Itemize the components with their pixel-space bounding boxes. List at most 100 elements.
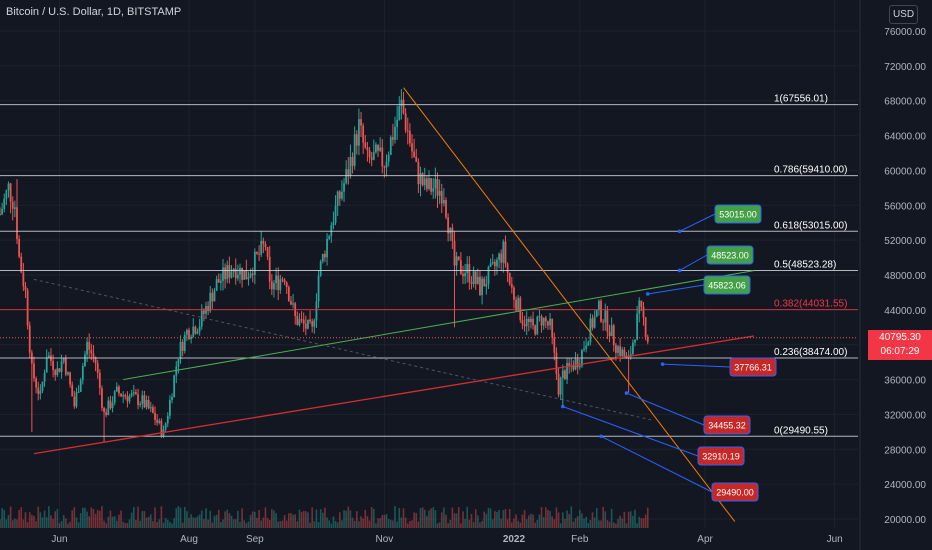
candle-body [612, 325, 615, 345]
volume-bar [636, 523, 638, 528]
volume-bar [411, 520, 413, 528]
candle-body [540, 316, 543, 326]
volume-bar [92, 509, 95, 528]
volume-bar [298, 509, 301, 528]
candle-body [268, 256, 271, 282]
volume-bar [351, 517, 354, 528]
candle-body [52, 361, 54, 371]
candle-body [86, 341, 88, 355]
volume-bar [220, 522, 222, 528]
candle-body [179, 341, 182, 360]
volume-bar [60, 521, 63, 528]
callout-box [697, 446, 745, 466]
candle-body [385, 161, 388, 168]
callout-pointer [662, 363, 731, 368]
volume-bar [239, 521, 241, 528]
volume-bar [101, 506, 103, 528]
volume-bar [124, 523, 127, 528]
volume-bar [387, 519, 390, 528]
volume-bar [377, 518, 379, 528]
candle-body [394, 127, 396, 140]
candle-body [222, 267, 224, 281]
volume-bar [14, 518, 16, 528]
volume-bar [549, 510, 551, 528]
candle-body [411, 143, 413, 152]
candle-body [644, 317, 647, 337]
volume-bar [324, 507, 326, 528]
volume-bar [181, 522, 184, 528]
orange-trendline [403, 87, 736, 522]
candle-body [120, 393, 122, 397]
candle-body [213, 290, 216, 302]
volume-bar [370, 507, 373, 528]
y-tick-label: 56000.00 [884, 201, 926, 212]
volume-bar [343, 510, 345, 528]
volume-bar [122, 521, 124, 528]
volume-bar [139, 520, 141, 528]
volume-bar [536, 519, 539, 528]
volume-bar [570, 506, 573, 528]
volume-bar [33, 515, 35, 528]
volume-bar [145, 517, 148, 528]
volume-bar [366, 516, 369, 528]
candle-body [277, 275, 280, 291]
volume-bar [54, 511, 57, 528]
volume-bar [256, 517, 258, 528]
volume-bar [530, 513, 532, 528]
candle-body [226, 265, 229, 280]
volume-bar [164, 518, 167, 528]
candle-body [343, 183, 345, 192]
candle-body [472, 271, 475, 284]
candle-body [60, 361, 63, 372]
fib-level-label: 0.236(38474.00) [774, 347, 847, 358]
volume-bar [247, 521, 250, 528]
volume-bar [258, 510, 260, 528]
currency-button[interactable]: USD [889, 5, 918, 24]
candle-body [617, 346, 619, 353]
volume-bar [120, 510, 122, 528]
candle-body [236, 274, 239, 279]
volume-bar [317, 521, 320, 528]
candle-body [173, 375, 176, 397]
volume-bar [398, 508, 401, 528]
y-tick-label: 68000.00 [884, 97, 926, 108]
candle-body [631, 342, 634, 355]
candle-body [270, 281, 273, 290]
volume-bar [3, 509, 6, 528]
volume-bar [266, 518, 269, 528]
volume-bar [35, 521, 37, 528]
callout-label: 53015.00 [719, 210, 757, 220]
candle-body [530, 318, 532, 323]
volume-bar [213, 515, 216, 528]
volume-bar [273, 510, 275, 528]
volume-bar [553, 519, 556, 528]
volume-bar [336, 522, 339, 528]
volume-bar [413, 512, 415, 528]
candle-body [266, 247, 269, 257]
candle-body [115, 386, 118, 392]
volume-bar [547, 509, 549, 528]
candle-body [33, 363, 35, 379]
volume-bar [521, 514, 524, 528]
fib-level-label: 0.786(59410.00) [774, 165, 847, 176]
volume-bar [73, 507, 76, 528]
candle-body [326, 238, 328, 258]
volume-bar [254, 511, 256, 528]
volume-bar [644, 514, 647, 528]
candle-body [243, 270, 246, 280]
candle-body [171, 396, 173, 401]
volume-bar [392, 520, 394, 528]
volume-bar [183, 506, 186, 528]
y-tick-label: 60000.00 [884, 166, 926, 177]
candle-body [598, 300, 600, 311]
candle-body [279, 279, 282, 291]
candle-body [470, 282, 473, 284]
volume-bar [271, 509, 273, 528]
volume-bar [90, 507, 93, 528]
candle-body [602, 321, 605, 323]
candle-body [256, 251, 258, 254]
volume-bar [196, 516, 199, 528]
candle-body [555, 352, 558, 374]
candle-body [464, 273, 467, 277]
